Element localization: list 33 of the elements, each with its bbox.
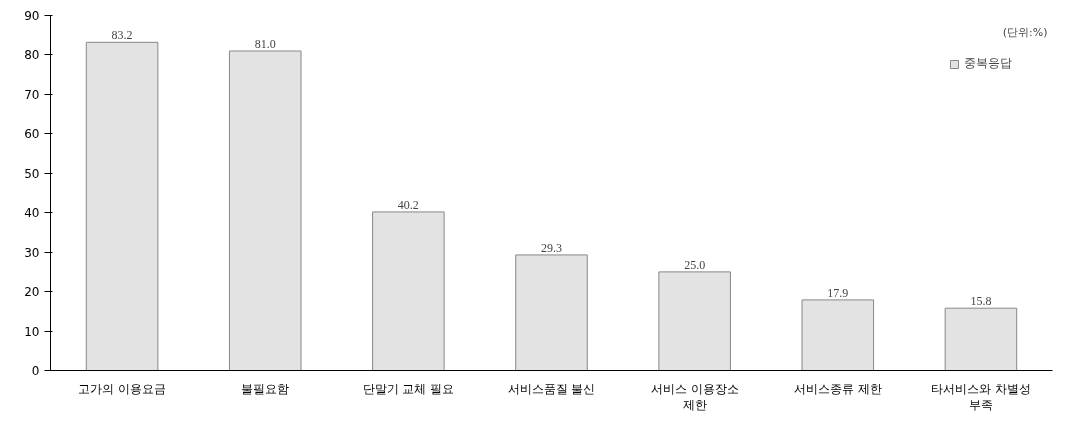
y-tick-label: 90 xyxy=(24,9,40,23)
text: 83.2 xyxy=(111,28,133,43)
bar xyxy=(801,299,875,371)
text: 29.3 xyxy=(541,240,562,255)
y-tick-label: 50 xyxy=(24,166,40,181)
x-tick-label: 고가의 이용요금 xyxy=(78,381,166,396)
y-tick-label: 40 xyxy=(24,206,40,221)
y-tick-label: 20 xyxy=(24,285,40,300)
bar xyxy=(228,50,302,371)
text: 81.0 xyxy=(254,37,276,51)
bar xyxy=(372,211,445,371)
bar xyxy=(515,254,588,371)
x-tick-label: 단말기 교체 필요 xyxy=(362,381,455,396)
x-tick-label: 불필요함 xyxy=(241,381,290,396)
y-tick-label: 60 xyxy=(24,127,40,142)
y-tick-label: 30 xyxy=(24,245,40,260)
y-tick-label: 10 xyxy=(24,324,40,339)
x-tick-label: 서비스품질 불신 xyxy=(507,381,596,396)
y-tick-label: 70 xyxy=(24,87,40,102)
x-tick-label: 타서비스와 차별성 부족 xyxy=(931,381,1031,413)
text: 15.8 xyxy=(970,294,992,309)
annotation: (단위:%) xyxy=(1002,25,1048,39)
bar xyxy=(85,41,159,371)
bar xyxy=(944,307,1018,371)
text: 25.0 xyxy=(684,257,706,272)
text: 17.9 xyxy=(827,285,849,300)
legend-label: 중복응답 xyxy=(964,55,1012,72)
y-tick-label: 80 xyxy=(24,48,40,63)
text: 40.2 xyxy=(397,197,419,212)
y-tick-label: 0 xyxy=(31,364,40,378)
x-tick-label: 서비스종류 제한 xyxy=(793,381,882,396)
bar xyxy=(658,271,731,371)
x-tick-label: 서비스 이용장소 제한 xyxy=(650,381,739,413)
